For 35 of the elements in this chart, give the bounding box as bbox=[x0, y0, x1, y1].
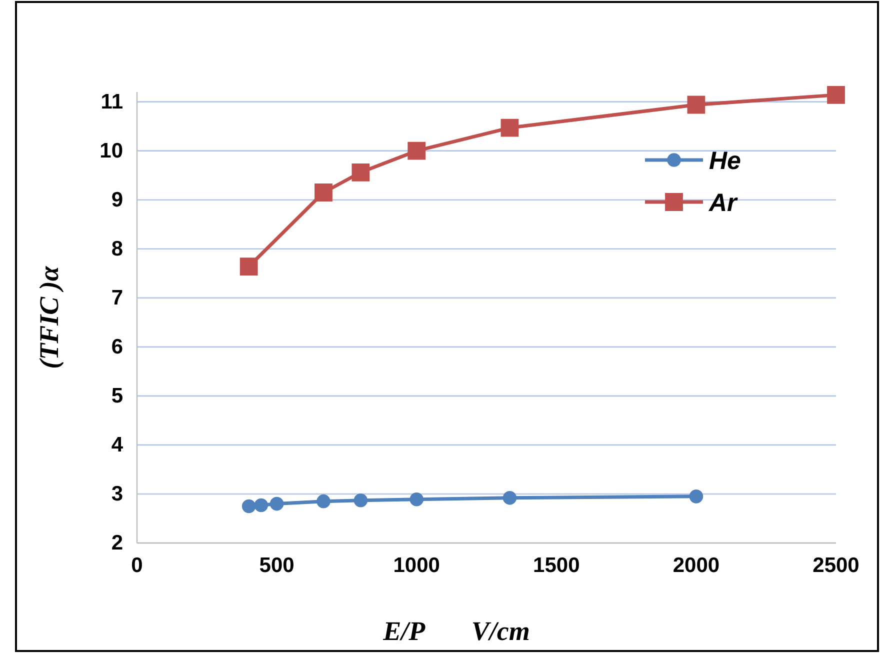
point bbox=[254, 498, 268, 512]
legend-label: Ar bbox=[708, 189, 738, 217]
point bbox=[242, 499, 256, 514]
y-tick-label: 10 bbox=[100, 140, 123, 163]
y-tick-label: 4 bbox=[111, 434, 124, 457]
x-axis-title: E/P V/cm bbox=[382, 616, 530, 646]
point bbox=[827, 86, 845, 104]
y-tick-label: 9 bbox=[111, 188, 123, 212]
x-tick-label: 1500 bbox=[533, 554, 580, 577]
x-tick-label: 1000 bbox=[393, 554, 440, 577]
y-tick-label: 7 bbox=[111, 286, 123, 310]
x-tick-label: 2500 bbox=[812, 554, 860, 577]
point bbox=[410, 492, 424, 506]
y-tick-label: 8 bbox=[111, 238, 124, 261]
point bbox=[354, 493, 368, 508]
point bbox=[502, 491, 517, 505]
point bbox=[352, 163, 370, 182]
x-tick-label: 2000 bbox=[672, 554, 720, 577]
legend-label: He bbox=[709, 147, 742, 175]
point bbox=[270, 496, 284, 511]
point bbox=[240, 258, 258, 276]
y-tick-label: 6 bbox=[111, 336, 123, 359]
y-tick-label: 11 bbox=[100, 90, 124, 114]
x-tick-label: 500 bbox=[259, 554, 294, 577]
point bbox=[689, 490, 704, 504]
point bbox=[500, 118, 519, 137]
point bbox=[314, 184, 332, 202]
point bbox=[687, 96, 706, 114]
point bbox=[316, 494, 330, 508]
x-tick-label: 0 bbox=[131, 554, 143, 577]
y-axis-title: (TFIC )α bbox=[34, 265, 64, 369]
y-tick-label: 5 bbox=[111, 384, 124, 408]
y-tick-label: 3 bbox=[111, 482, 123, 506]
point bbox=[408, 142, 426, 160]
y-tick-label: 2 bbox=[111, 532, 123, 555]
